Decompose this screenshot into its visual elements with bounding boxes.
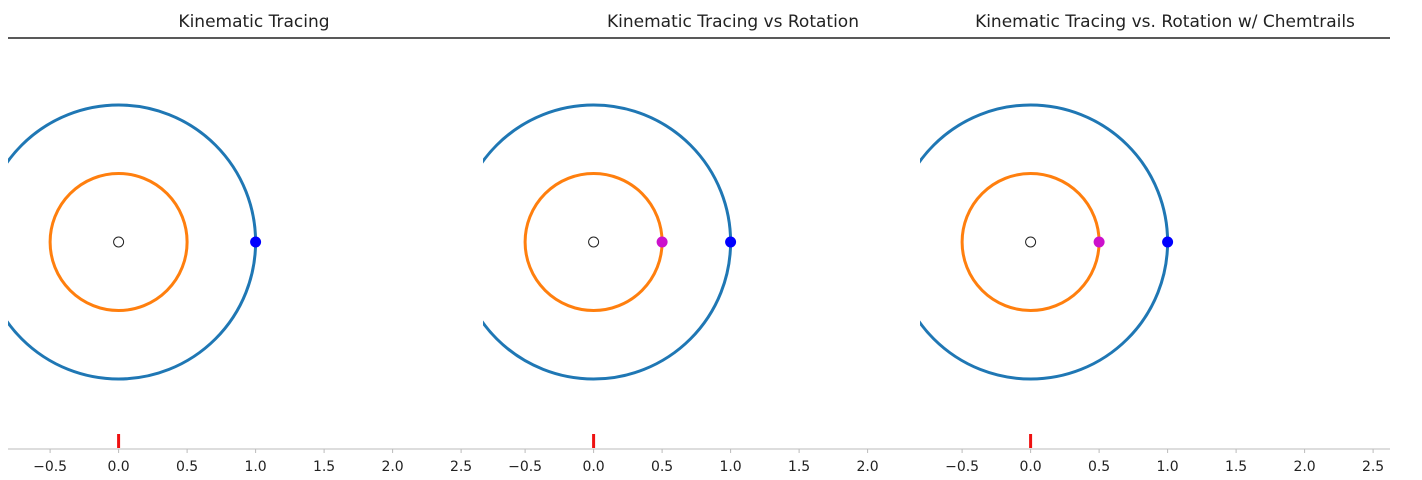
x-tick-label: 2.0 bbox=[1293, 459, 1315, 475]
x-tick-label: 2.5 bbox=[1362, 459, 1384, 475]
outer-point bbox=[250, 236, 262, 248]
x-tick-label: 1.0 bbox=[1156, 459, 1178, 475]
inner-point bbox=[656, 236, 668, 248]
panel-3: Kinematic Tracing vs. Rotation w/ Chemtr… bbox=[920, 12, 1384, 475]
x-tick-label: 0.0 bbox=[582, 459, 604, 475]
panel-title: Kinematic Tracing bbox=[178, 12, 329, 32]
x-tick-label: 2.0 bbox=[856, 459, 878, 475]
x-tick-label: 0.5 bbox=[1088, 459, 1110, 475]
x-tick-label: 0.5 bbox=[651, 459, 673, 475]
panel-2: Kinematic Tracing vs Rotation −0.5 0.0 0.5 1… bbox=[483, 12, 879, 475]
panel-title: Kinematic Tracing vs Rotation bbox=[607, 12, 859, 32]
inner-circle bbox=[48, 172, 189, 312]
origin-point bbox=[1025, 236, 1037, 248]
origin-point bbox=[113, 236, 125, 248]
x-tick-label: 1.5 bbox=[1225, 459, 1247, 475]
x-tick-label: 1.5 bbox=[788, 459, 810, 475]
x-tick-label: 1.0 bbox=[719, 459, 741, 475]
x-tick-label: 2.0 bbox=[381, 459, 403, 475]
inner-point bbox=[1093, 236, 1105, 248]
circles-group bbox=[8, 103, 258, 381]
x-tick-label: 1.0 bbox=[244, 459, 266, 475]
outer-circle bbox=[8, 103, 258, 381]
x-tick-label: −0.5 bbox=[945, 459, 979, 475]
panel-title: Kinematic Tracing vs. Rotation w/ Chemtr… bbox=[975, 12, 1355, 32]
x-tick-label: 0.0 bbox=[1019, 459, 1041, 475]
outer-point bbox=[725, 236, 737, 248]
origin-point bbox=[588, 236, 600, 248]
x-tick-label: −0.5 bbox=[33, 459, 67, 475]
x-tick-label: 2.5 bbox=[450, 459, 472, 475]
outer-point bbox=[1162, 236, 1174, 248]
x-tick-label: 0.0 bbox=[107, 459, 129, 475]
x-tick-label: 0.5 bbox=[176, 459, 198, 475]
panel-1: Kinematic Tracing −0.5 0.0 0.5 1.0 1.5 2.0 2.5 bbox=[8, 12, 472, 475]
x-tick-label: 1.5 bbox=[313, 459, 335, 475]
x-tick-label: −0.5 bbox=[508, 459, 542, 475]
